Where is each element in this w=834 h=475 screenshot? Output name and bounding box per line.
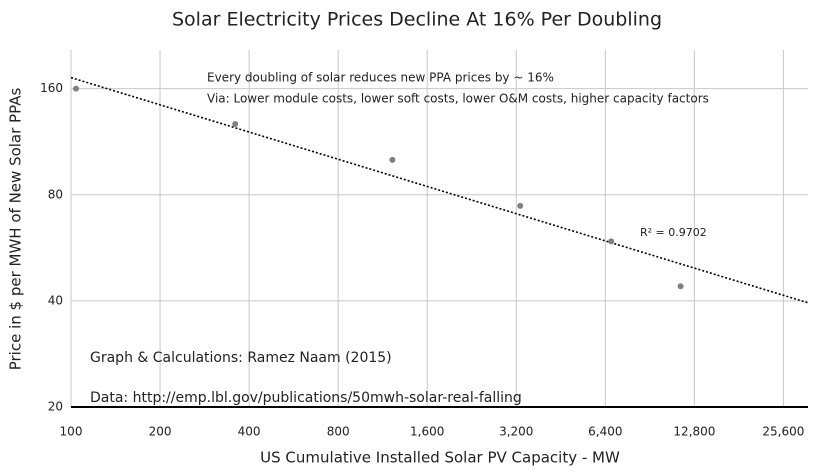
x-tick-label: 100 xyxy=(60,425,83,439)
y-tick-label: 160 xyxy=(40,81,63,95)
chart-title: Solar Electricity Prices Decline At 16% … xyxy=(172,9,662,31)
x-tick-label: 25,600 xyxy=(762,425,804,439)
y-tick-label: 80 xyxy=(48,187,63,201)
data-point xyxy=(517,202,524,209)
x-tick-label: 6,400 xyxy=(588,425,622,439)
x-tick-label: 3,200 xyxy=(499,425,533,439)
annotation: Via: Lower module costs, lower soft cost… xyxy=(207,92,709,106)
y-axis-label: Price in $ per MWH of New Solar PPAs xyxy=(7,88,25,371)
annotation: Graph & Calculations: Ramez Naam (2015) xyxy=(90,350,392,366)
x-tick-label: 1,600 xyxy=(410,425,444,439)
x-axis-label: US Cumulative Installed Solar PV Capacit… xyxy=(260,449,620,467)
annotation: Every doubling of solar reduces new PPA … xyxy=(207,71,554,85)
data-point xyxy=(73,85,80,92)
data-point xyxy=(389,156,396,163)
x-tick-label: 200 xyxy=(149,425,172,439)
annotation: R² = 0.9702 xyxy=(640,226,707,239)
x-tick-label: 800 xyxy=(327,425,350,439)
trendline xyxy=(70,76,809,304)
data-point xyxy=(677,283,684,290)
annotation: Data: http://emp.lbl.gov/publications/50… xyxy=(90,390,522,406)
x-tick-label: 400 xyxy=(238,425,261,439)
data-point xyxy=(608,238,615,245)
data-point xyxy=(232,121,239,128)
y-tick-label: 20 xyxy=(48,400,63,414)
y-tick-label: 40 xyxy=(48,293,63,307)
x-tick-label: 12,800 xyxy=(673,425,715,439)
